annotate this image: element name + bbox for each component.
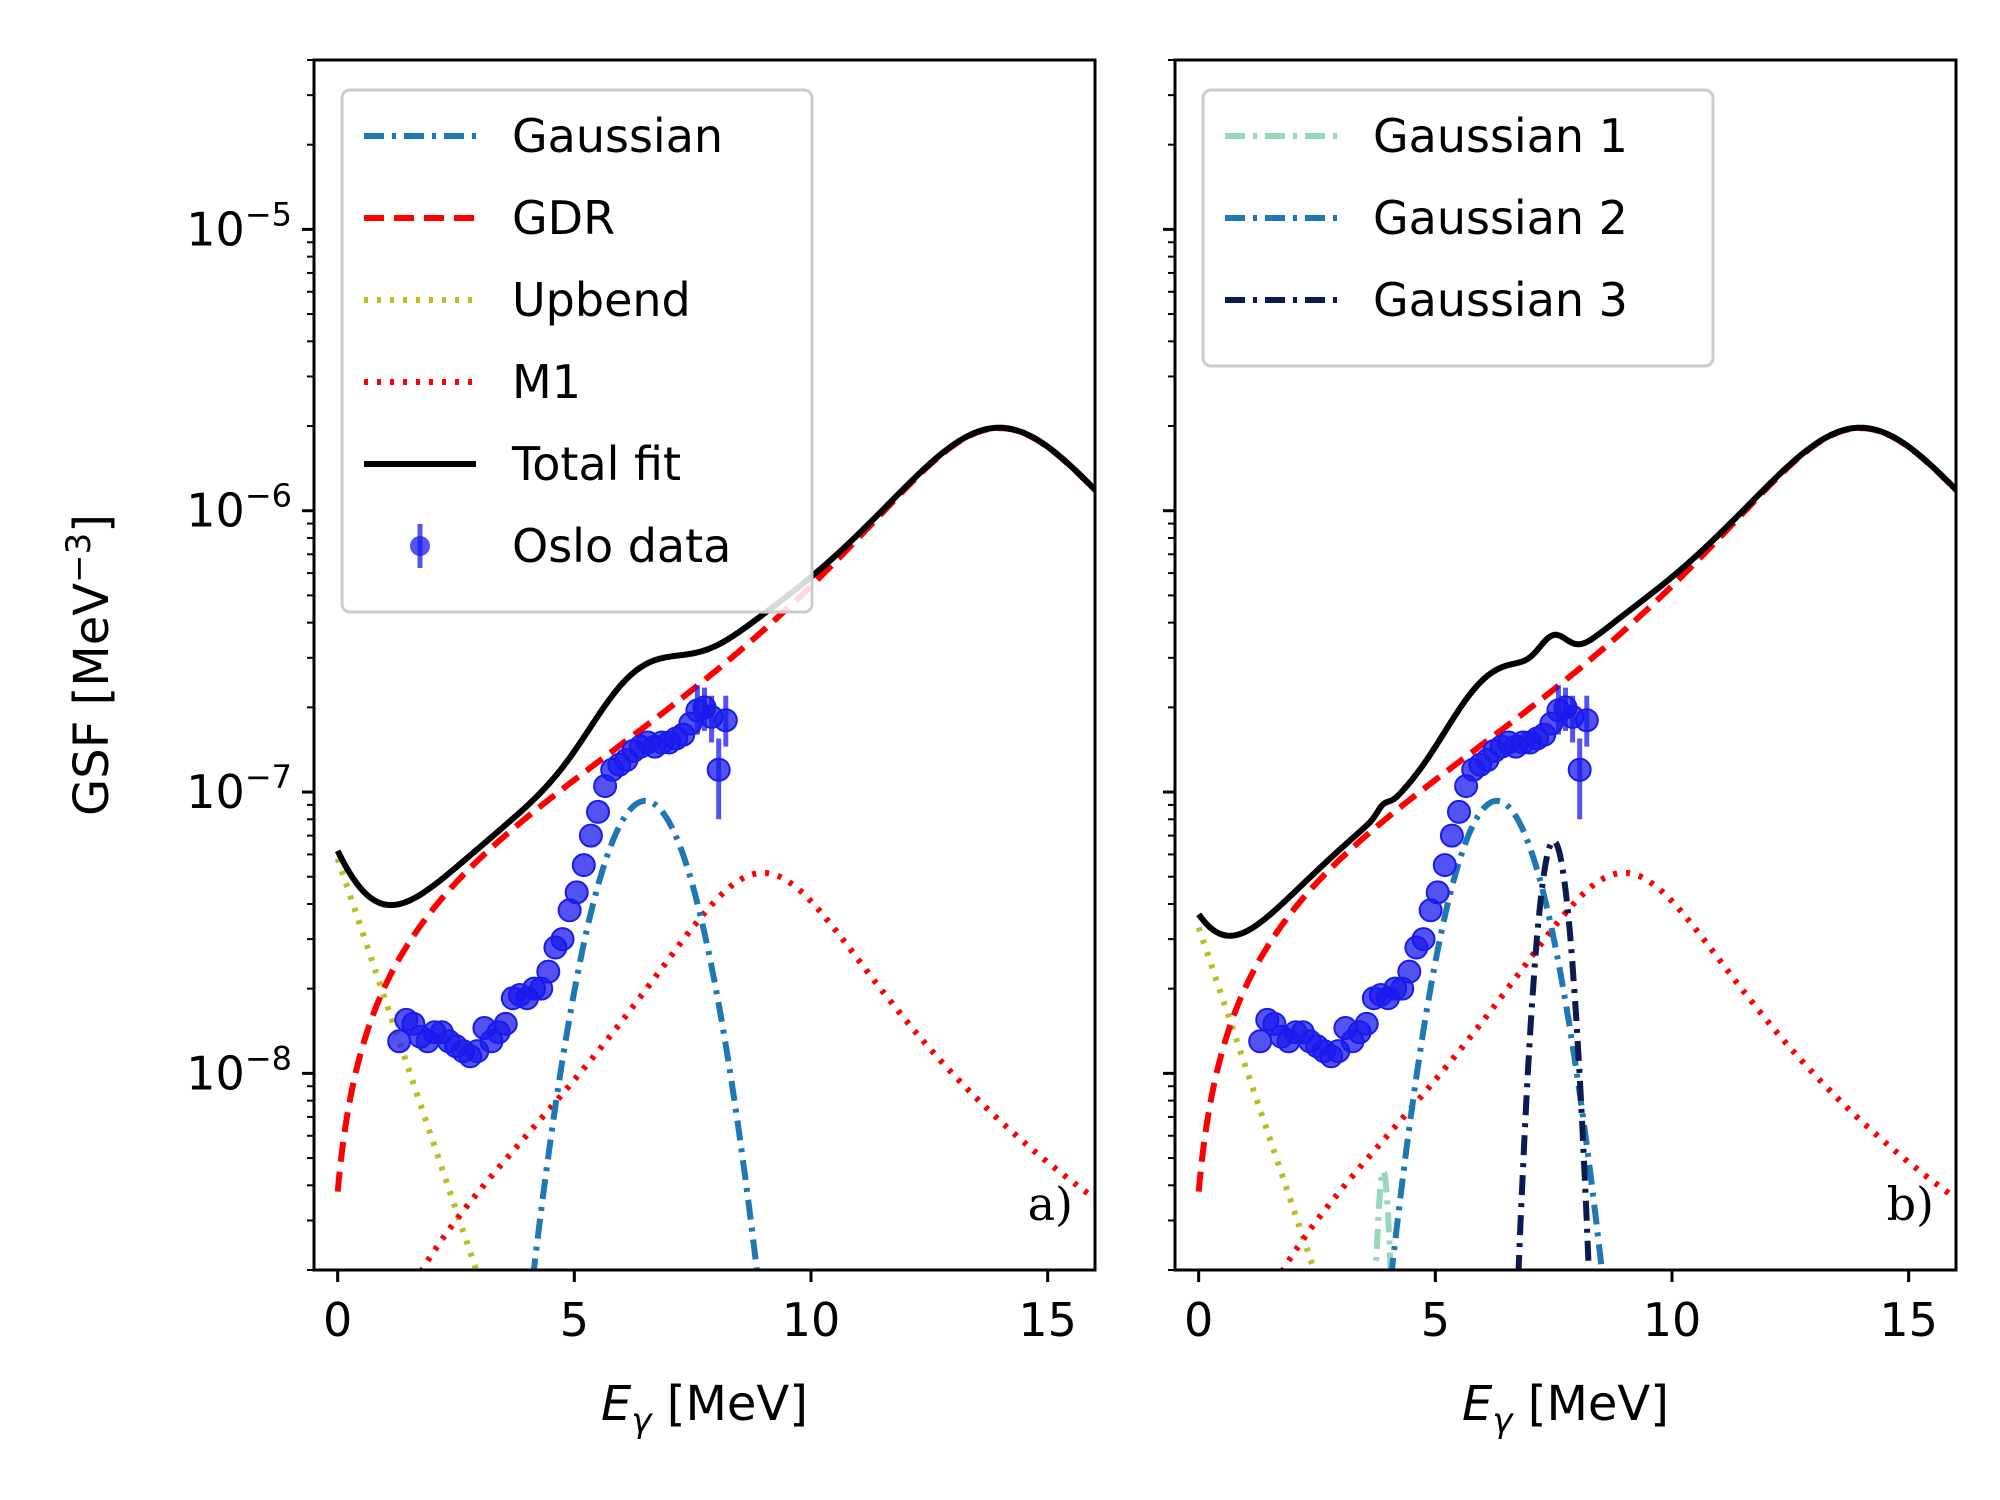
- m1-curve: [1279, 869, 1956, 1270]
- gaussian-2-curve: [1388, 797, 1605, 1270]
- y-tick-label: 10−8: [186, 1039, 292, 1100]
- x-tick-label: 5: [1421, 1293, 1450, 1347]
- panel-tag: b): [1887, 1177, 1934, 1231]
- x-tick-label: 15: [1018, 1293, 1077, 1347]
- data-point: [1447, 799, 1471, 824]
- legend-label: Gaussian 3: [1373, 273, 1628, 327]
- legend-item: Oslo data: [410, 519, 731, 573]
- legend-box: [1201, 88, 1715, 368]
- data-point: [706, 757, 731, 782]
- panel-tag: a): [1028, 1177, 1073, 1231]
- data-point: [571, 853, 596, 878]
- legend-label: Oslo data: [512, 519, 731, 573]
- gdr-curve: [1195, 425, 1956, 1192]
- data-point: [578, 823, 603, 848]
- legend-item: Gaussian 1: [1225, 109, 1628, 163]
- data-point: [1397, 959, 1422, 984]
- x-tick-label: 15: [1879, 1293, 1938, 1347]
- legend-label: Gaussian 2: [1373, 191, 1628, 245]
- oslo-data-points: [1248, 685, 1599, 1069]
- oslo-data-points: [387, 685, 738, 1069]
- axes-frame: [312, 58, 1097, 1272]
- x-axis-label: Eγ [MeV]: [1462, 1376, 1669, 1441]
- y-tick-label: 10−6: [186, 477, 292, 538]
- legend-label: Gaussian 1: [1373, 109, 1628, 163]
- panel-a: 0 5 10 15 10−8 10−7 10−6 10−5 GSF [MeV−3] Eγ [MeV…: [59, 58, 1097, 1441]
- legend-label: Total fit: [511, 437, 681, 491]
- legend-item: Upbend: [364, 273, 691, 327]
- data-point: [1439, 823, 1464, 848]
- upbend-curve: [1195, 926, 1318, 1270]
- legend: Gaussian 1 Gaussian 2 Gaussian 3: [1201, 88, 1715, 368]
- legend-item: Gaussian 3: [1225, 273, 1628, 327]
- x-axis-label: Eγ [MeV]: [601, 1376, 808, 1441]
- gaussian-1-curve: [1373, 1164, 1394, 1270]
- y-tick-label: 10−7: [186, 758, 292, 819]
- data-point: [493, 1011, 518, 1036]
- legend-item: Gaussian 2: [1225, 191, 1628, 245]
- legend-item: M1: [364, 355, 581, 409]
- data-point: [536, 959, 561, 984]
- legend-label: Gaussian: [512, 109, 723, 163]
- data-point: [586, 799, 610, 824]
- data-point: [1574, 708, 1599, 733]
- legend-label: GDR: [512, 191, 615, 245]
- x-tick-label: 5: [560, 1293, 589, 1347]
- data-point: [1354, 1011, 1379, 1036]
- legend-swatch: [410, 536, 430, 556]
- total-fit-curve: [334, 424, 1095, 909]
- x-tick-label: 0: [323, 1293, 352, 1347]
- total-fit-curve: [1196, 424, 1956, 939]
- plot-area: [334, 424, 1095, 1270]
- data-point: [1411, 927, 1436, 952]
- y-tick-label: 10−5: [186, 195, 292, 256]
- data-point: [1567, 757, 1592, 782]
- axes-frame: [1173, 58, 1958, 1272]
- upbend-curve: [334, 857, 480, 1270]
- data-point: [1425, 880, 1450, 905]
- legend: Gaussian GDR Upbend M1 Total fit Oslo data: [340, 88, 814, 614]
- x-tick-label: 10: [782, 1293, 841, 1347]
- data-point: [550, 927, 575, 952]
- data-point: [1432, 853, 1457, 878]
- m1-curve: [418, 869, 1095, 1270]
- legend-label: Upbend: [512, 273, 691, 327]
- x-tick-label: 10: [1643, 1293, 1702, 1347]
- legend-item: Gaussian: [364, 109, 723, 163]
- x-tick-label: 0: [1184, 1293, 1213, 1347]
- data-point: [564, 880, 589, 905]
- gaussian-3-curve: [1515, 837, 1592, 1270]
- legend-label: M1: [512, 355, 581, 409]
- data-point: [713, 708, 738, 733]
- legend-item: GDR: [364, 191, 615, 245]
- y-axis-label: GSF [MeV−3]: [59, 514, 120, 816]
- gaussian-curve: [530, 797, 760, 1270]
- legend-item: Total fit: [364, 437, 681, 491]
- plot-area: [1195, 424, 1956, 1270]
